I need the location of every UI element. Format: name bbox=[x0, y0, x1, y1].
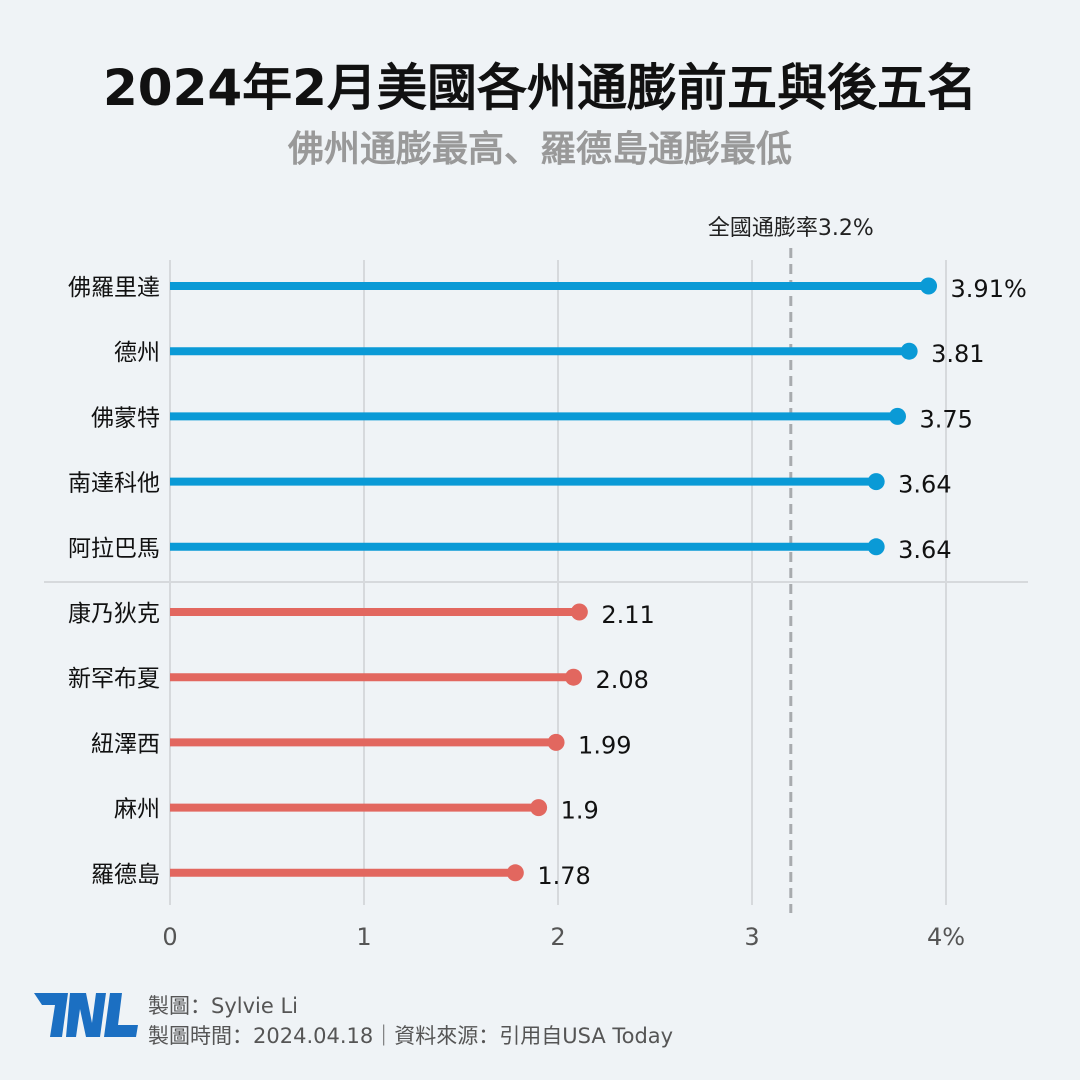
footer-author: 製圖：Sylvie Li bbox=[148, 994, 298, 1018]
footer-date-source: 製圖時間：2024.04.18｜資料來源：引用自USA Today bbox=[148, 1024, 674, 1048]
bar-end-dot bbox=[920, 277, 938, 295]
chart-title: 2024年2月美國各州通膨前五與後五名 bbox=[103, 59, 977, 117]
category-label: 佛蒙特 bbox=[91, 405, 160, 431]
value-label: 3.64 bbox=[898, 471, 951, 499]
reference-line-label: 全國通膨率3.2% bbox=[708, 216, 874, 241]
tnl-logo bbox=[34, 993, 138, 1037]
x-tick-label: 4% bbox=[927, 923, 965, 951]
category-label: 德州 bbox=[114, 340, 160, 366]
bar-end-dot bbox=[530, 799, 548, 817]
category-label: 康乃狄克 bbox=[68, 601, 160, 627]
value-label: 1.99 bbox=[578, 731, 631, 759]
lollipop-chart: 0 1 2 3 4% 全國通膨率3.2% 佛羅里達 3.91% 德州 3.81 佛蒙特 3.75 南達科… bbox=[44, 216, 1028, 951]
bar-end-dot bbox=[565, 668, 583, 686]
bar-end-dot bbox=[570, 603, 588, 621]
x-tick-label: 2 bbox=[550, 923, 565, 951]
x-tick-label: 3 bbox=[744, 923, 759, 951]
chart-subtitle: 佛州通膨最高、羅德島通膨最低 bbox=[287, 129, 792, 170]
bar-end-dot bbox=[506, 864, 524, 882]
value-label: 1.78 bbox=[537, 862, 590, 890]
value-label: 3.91% bbox=[951, 275, 1027, 303]
category-label: 新罕布夏 bbox=[68, 666, 160, 692]
category-label: 南達科他 bbox=[68, 471, 160, 497]
bar-end-dot bbox=[889, 407, 906, 425]
bar-end-dot bbox=[867, 473, 885, 491]
bar-end-dot bbox=[547, 733, 565, 751]
value-label: 2.11 bbox=[601, 601, 654, 629]
bar-end-dot bbox=[900, 342, 918, 360]
value-label: 1.9 bbox=[561, 797, 599, 825]
x-tick-label: 1 bbox=[356, 923, 371, 951]
value-label: 3.81 bbox=[931, 340, 984, 368]
x-tick-label: 0 bbox=[162, 923, 177, 951]
category-label: 佛羅里達 bbox=[68, 275, 160, 301]
value-label: 2.08 bbox=[596, 666, 649, 694]
value-label: 3.75 bbox=[920, 405, 973, 433]
category-label: 麻州 bbox=[114, 797, 160, 823]
value-label: 3.64 bbox=[898, 536, 951, 564]
category-label: 阿拉巴馬 bbox=[68, 536, 160, 562]
bar-end-dot bbox=[867, 538, 885, 556]
category-label: 羅德島 bbox=[91, 862, 160, 888]
category-label: 紐澤西 bbox=[91, 731, 160, 757]
